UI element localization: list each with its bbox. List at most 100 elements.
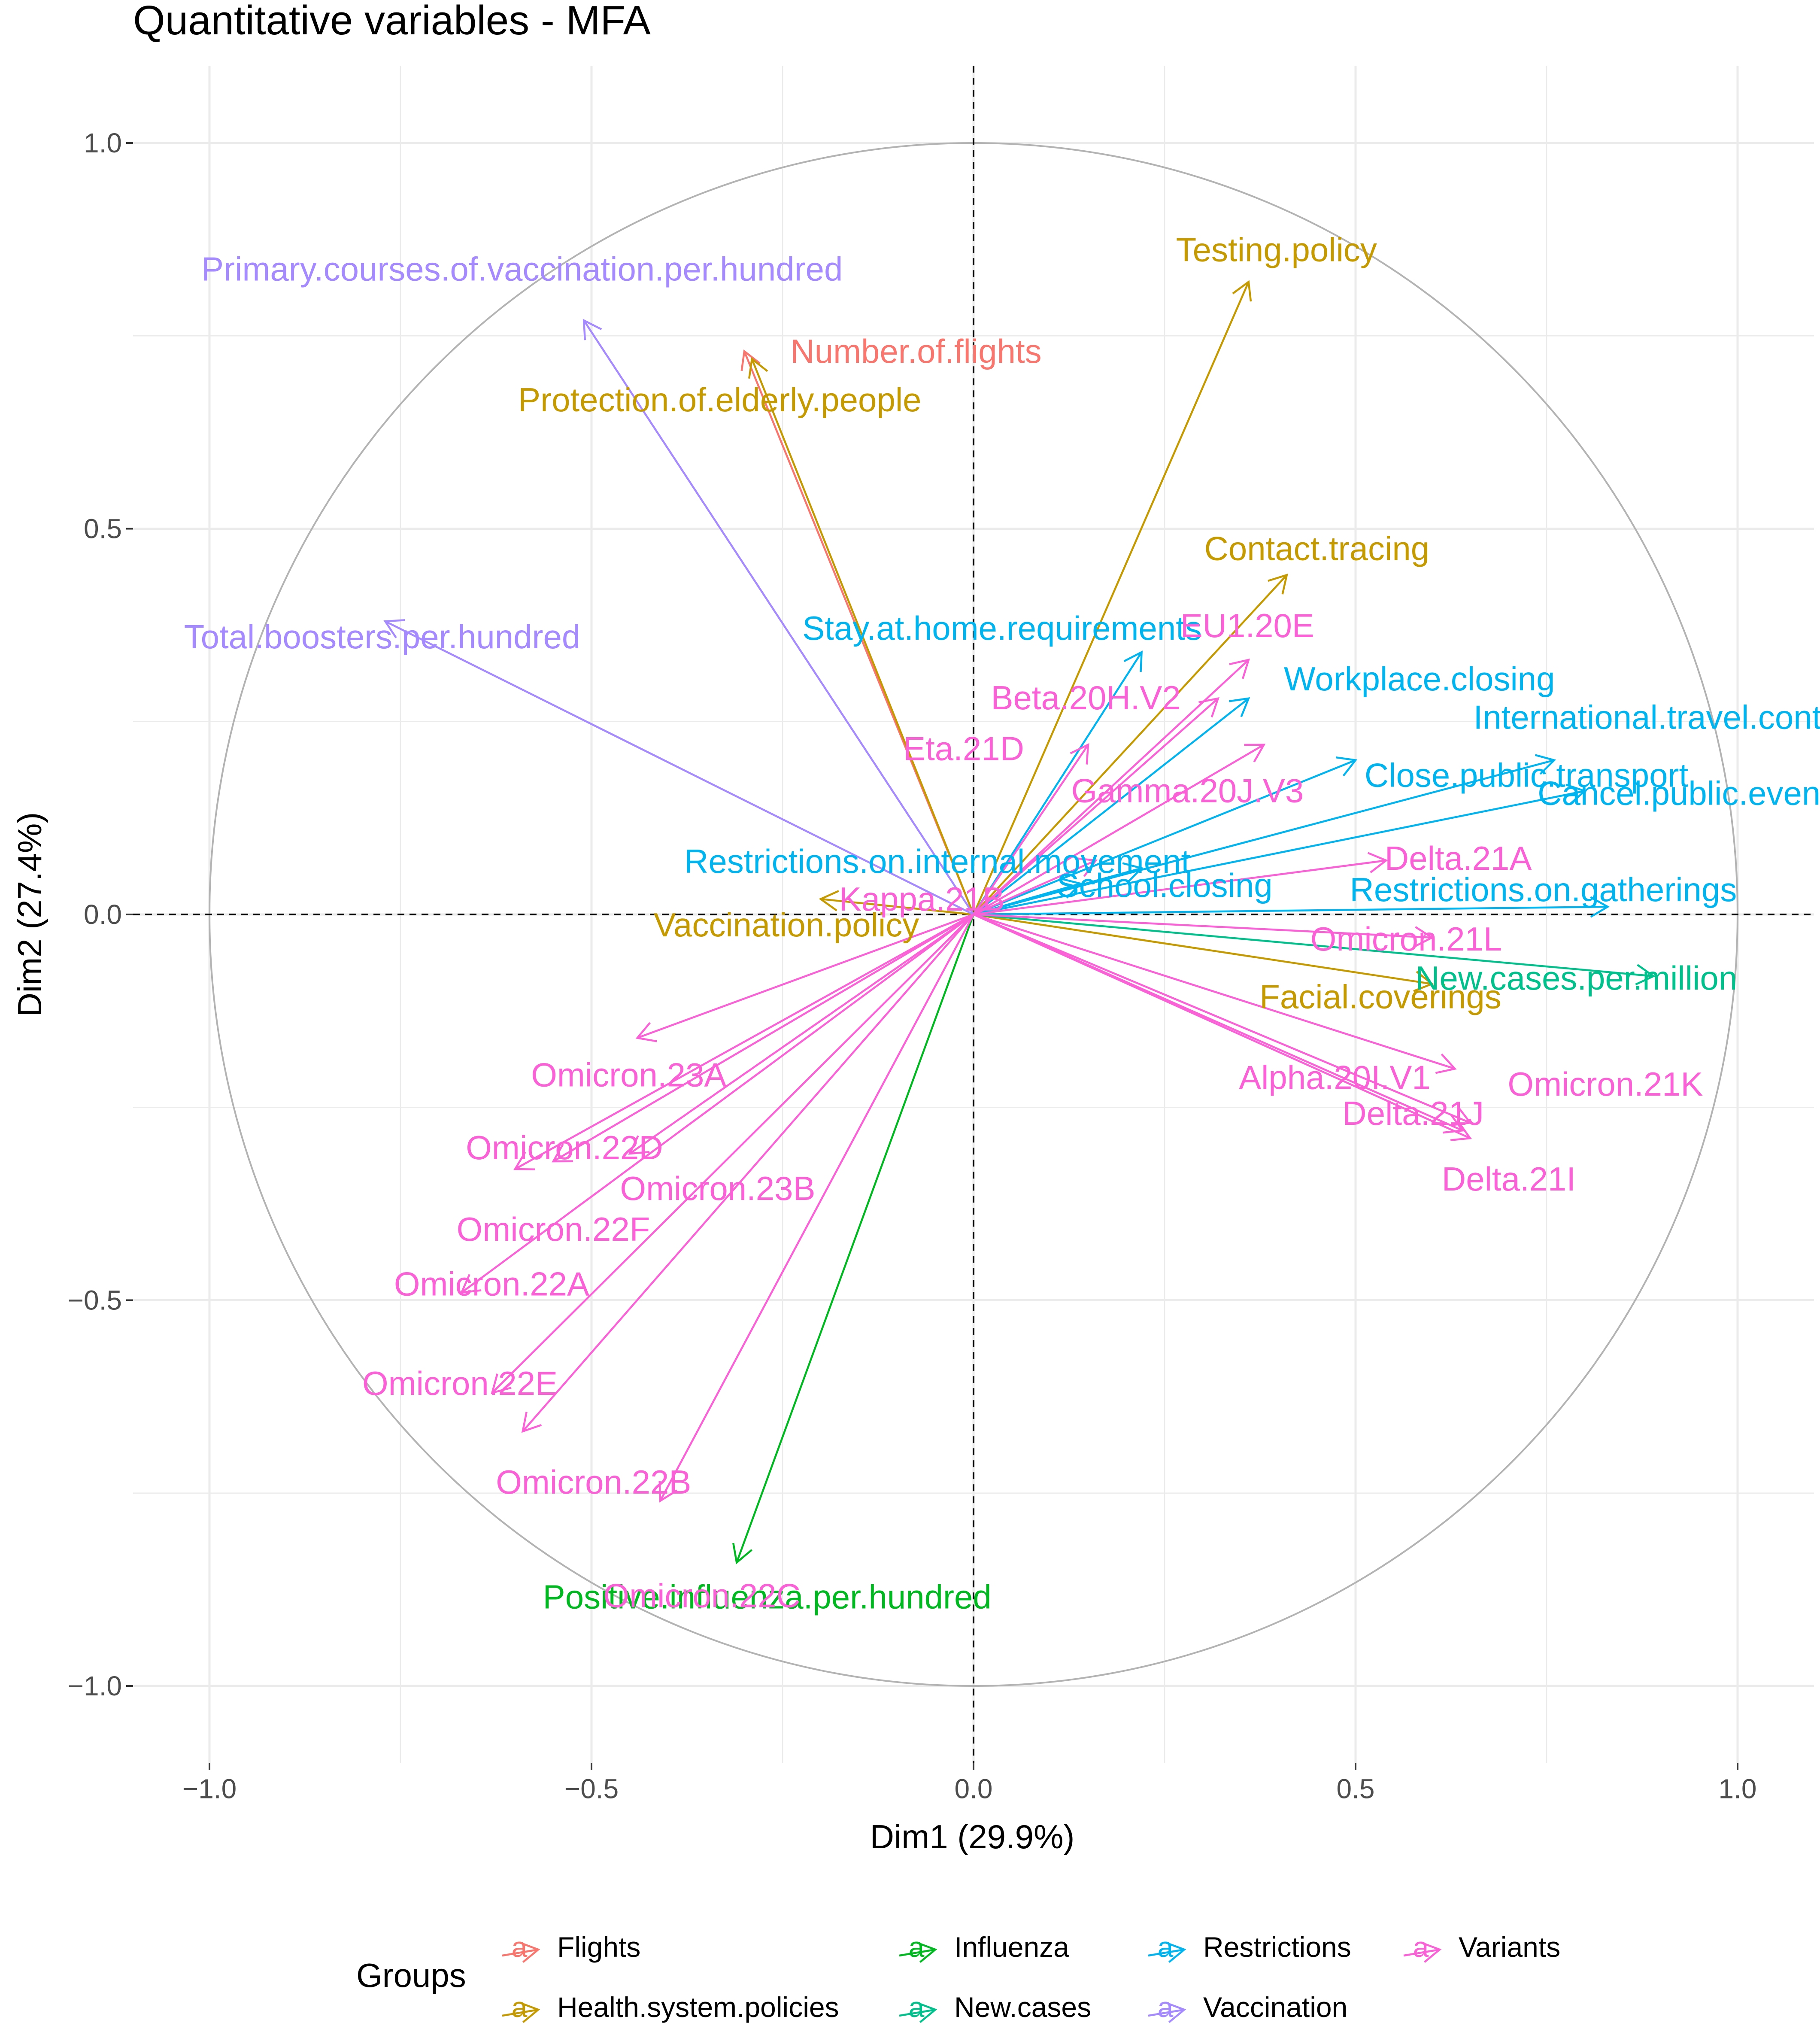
axis-ticks: −1.0 −0.5 0.0 0.5 1.0 −1.0 −0.5 0.0 0.5 1.0: [68, 128, 1757, 1804]
legend-key-arrow-head: [916, 2002, 937, 2023]
x-tick-label: 1.0: [1719, 1774, 1757, 1804]
legend-key-arrow-head: [1165, 2002, 1186, 2023]
arrow-cancel-public-events-shaft: [973, 790, 1585, 916]
legend-item-flights: a Flights: [502, 1931, 640, 1963]
arrow-cancel-public-events-head: [1565, 784, 1587, 805]
legend-key-glyph: a: [1158, 1931, 1174, 1963]
arrow-alpha-20i-v1: [973, 913, 1457, 1074]
legend-key-arrow-shaft: [502, 1948, 539, 1957]
arrow-delta-21a-shaft: [973, 859, 1386, 916]
arrow-kappa-21b: [973, 857, 1098, 916]
arrow-delta-21i: [973, 913, 1472, 1141]
legend-key-glyph: a: [909, 1931, 925, 1963]
label-contact-tracing: Contact.tracing: [1204, 529, 1429, 567]
label-kappa-21b: Kappa.21B: [839, 880, 1005, 918]
arrow-omicron-22a-shaft: [461, 914, 974, 1294]
arrow-protection-of-elderly-people-head: [748, 357, 768, 379]
arrow-omicron-23a-shaft: [637, 913, 974, 1039]
legend-key-glyph: a: [512, 1991, 528, 2023]
arrow-omicron-22e-shaft: [491, 914, 974, 1394]
arrow-omicron-22c-head: [658, 1481, 678, 1503]
arrow-delta-21i-head: [1450, 1121, 1472, 1141]
arrow-stay-at-home-requirements: [973, 650, 1143, 915]
label-school-closing: School.closing: [1057, 866, 1273, 904]
arrow-delta-21a: [973, 852, 1388, 916]
arrow-restrictions-on-gatherings: [973, 896, 1610, 918]
legend-key-arrow: [899, 2002, 937, 2023]
legend-key-arrow-head: [1421, 1941, 1442, 1963]
legend-key-arrow: [899, 1941, 937, 1963]
arrow-omicron-22e: [491, 914, 974, 1394]
arrow-beta-20h-v2-shaft: [973, 698, 1219, 915]
label-delta-21a: Delta.21A: [1385, 839, 1532, 877]
legend-title: Groups: [356, 1956, 466, 1994]
arrow-omicron-23a: [635, 913, 974, 1042]
arrow-omicron-21l-head: [1414, 926, 1434, 948]
label-primary-courses-of-vaccination-per-hundred: Primary.courses.of.vaccination.per.hundr…: [201, 250, 843, 288]
arrow-new-cases-per-million-shaft: [973, 913, 1654, 978]
legend-key-arrow: [1148, 1941, 1186, 1963]
arrow-alpha-20i-v1-shaft: [973, 913, 1456, 1070]
arrow-omicron-22b-head: [521, 1412, 542, 1433]
y-tick-label: −0.5: [68, 1285, 122, 1316]
arrow-omicron-21k-shaft: [973, 913, 1471, 1124]
arrow-vaccination-policy: [819, 890, 974, 916]
label-alpha-20i-v1: Alpha.20I.V1: [1239, 1058, 1431, 1096]
x-tick-label: −0.5: [564, 1774, 619, 1804]
legend-item-label: New.cases: [954, 1991, 1091, 2023]
arrow-contact-tracing-shaft: [973, 574, 1288, 915]
legend-key-arrow: [1148, 2002, 1186, 2023]
label-omicron-21k: Omicron.21K: [1508, 1065, 1703, 1103]
arrow-positive-influenza-per-hundred-head: [732, 1543, 752, 1564]
label-gamma-20j-v3: Gamma.20J.V3: [1071, 772, 1304, 810]
arrow-eta-21d-head: [1070, 743, 1089, 765]
legend-item-label: Health.system.policies: [557, 1991, 839, 2023]
label-eu1-20e: EU1.20E: [1180, 607, 1314, 644]
legend-key-arrow: [502, 2002, 540, 2023]
legend-key-arrow-shaft: [899, 1948, 936, 1957]
arrow-omicron-21l: [973, 913, 1434, 948]
legend-key-arrow-shaft: [1148, 2008, 1185, 2017]
arrow-vaccination-policy-shaft: [820, 898, 974, 916]
arrow-close-public-transport-head: [1336, 756, 1358, 777]
arrow-close-public-transport: [973, 756, 1358, 916]
label-omicron-22b: Omicron.22B: [496, 1463, 691, 1501]
arrow-primary-courses-of-vaccination-per-hundred: [582, 319, 974, 915]
arrow-total-boosters-per-hundred-shaft: [385, 620, 974, 916]
x-axis-title: Dim1 (29.9%): [870, 1818, 1075, 1856]
label-number-of-flights: Number.of.flights: [790, 332, 1041, 370]
arrow-kappa-21b-head: [1076, 857, 1098, 877]
arrow-gamma-20j-v3-shaft: [973, 744, 1265, 915]
arrow-international-travel-controls-head: [1535, 754, 1556, 775]
label-omicron-22a: Omicron.22A: [394, 1265, 589, 1303]
legend-item-label: Vaccination: [1203, 1991, 1347, 2023]
arrow-facial-coverings-shaft: [973, 913, 1432, 985]
legend-key-arrow-shaft: [502, 2008, 539, 2017]
x-tick-label: 0.5: [1337, 1774, 1375, 1804]
legend-key-arrow-head: [1165, 1941, 1186, 1963]
legend-key-arrow-shaft: [1148, 1948, 1185, 1957]
arrow-facial-coverings: [973, 913, 1434, 992]
legend-key-arrow-head: [519, 2002, 540, 2023]
arrow-eta-21d: [973, 743, 1089, 915]
arrow-workplace-closing-shaft: [973, 698, 1250, 915]
label-close-public-transport: Close.public.transport: [1365, 756, 1689, 794]
label-new-cases-per-million: New.cases.per.million: [1415, 959, 1737, 997]
arrow-new-cases-per-million-head: [1635, 964, 1656, 986]
legend-key-arrow-shaft: [899, 2008, 936, 2017]
arrow-testing-policy-head: [1232, 280, 1252, 302]
arrow-omicron-22a-head: [460, 1274, 482, 1294]
arrow-total-boosters-per-hundred-head: [383, 619, 405, 638]
arrow-gamma-20j-v3-head: [1244, 744, 1266, 762]
label-total-boosters-per-hundred: Total.boosters.per.hundred: [184, 618, 581, 656]
arrow-omicron-22b-shaft: [522, 914, 974, 1432]
arrow-omicron-22d-head: [513, 1151, 535, 1171]
label-international-travel-controls: International.travel.controls: [1474, 699, 1820, 736]
label-facial-coverings: Facial.coverings: [1259, 978, 1502, 1016]
label-delta-21i: Delta.21I: [1442, 1160, 1576, 1198]
arrow-restrictions-on-internal-movement-head: [1122, 862, 1144, 883]
arrow-delta-21j-head: [1443, 1114, 1465, 1134]
label-protection-of-elderly-people: Protection.of.elderly.people: [518, 381, 921, 419]
